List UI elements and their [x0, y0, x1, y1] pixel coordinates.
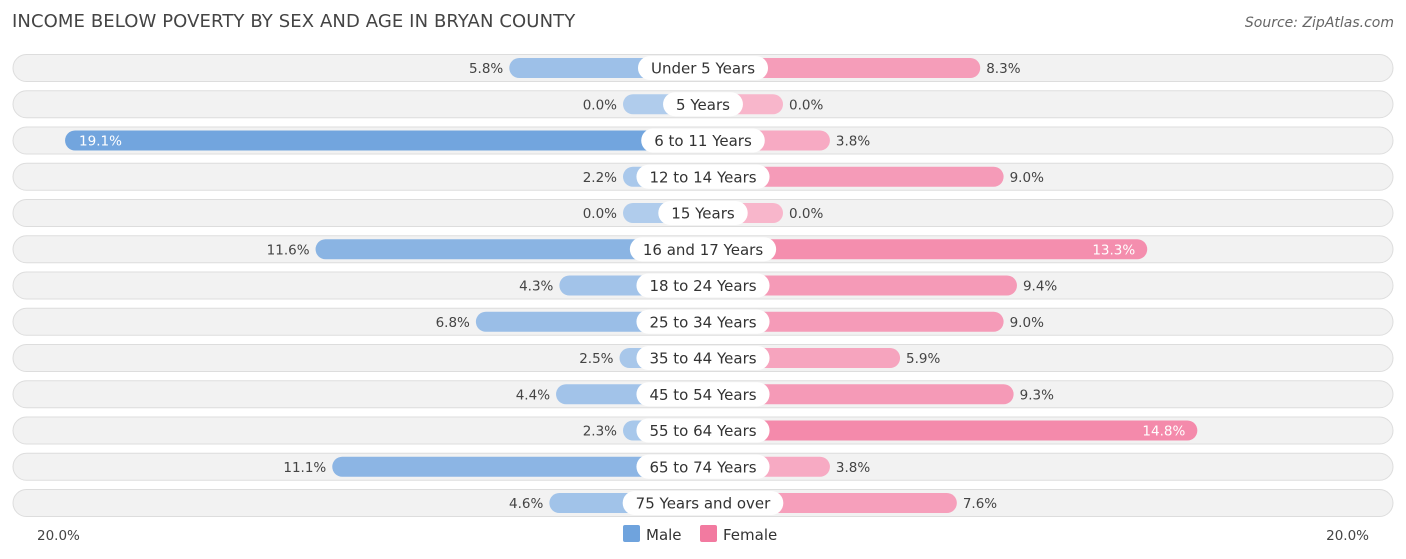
bar-female [703, 166, 1004, 187]
chart-source: Source: ZipAtlas.com [1244, 15, 1394, 31]
category-pill [663, 92, 743, 117]
category-label: 18 to 24 Years [649, 277, 756, 295]
bar-female [703, 420, 1198, 441]
value-label-male: 2.3% [583, 424, 617, 440]
chart-row: 2.2% 9.0% 12 to 14 Years [12, 162, 1394, 191]
category-label: 15 Years [671, 205, 735, 223]
chart-row: 4.6% 7.6% 75 Years and over [12, 489, 1394, 517]
chart-row: 4.3% 9.4% 18 to 24 Years [12, 271, 1394, 300]
category-label: 25 to 34 Years [649, 313, 756, 331]
category-pill [629, 237, 777, 262]
category-label: 55 to 64 Years [649, 422, 756, 440]
chart-row: 11.1% 3.8% 65 to 74 Years [12, 452, 1394, 481]
category-pill [636, 454, 770, 479]
value-label-male: 4.3% [519, 279, 553, 295]
value-label-female: 9.3% [1020, 387, 1054, 403]
category-label: 12 to 14 Years [649, 168, 756, 186]
category-label: Under 5 Years [651, 60, 755, 78]
category-pill [636, 309, 770, 334]
value-label-male: 2.2% [583, 170, 617, 186]
category-pill [636, 382, 770, 407]
chart-row: 4.4% 9.3% 45 to 54 Years [12, 380, 1394, 409]
category-label: 5 Years [676, 96, 730, 114]
bar-male [315, 239, 703, 260]
value-label-female: 14.8% [1142, 424, 1185, 440]
legend-label-male: Male [646, 526, 682, 544]
bar-female [703, 275, 1017, 296]
category-pill [658, 201, 748, 225]
value-label-female: 5.9% [906, 351, 940, 367]
value-label-female: 0.0% [789, 206, 823, 222]
chart-row: 0.0% 0.0% 15 Years [12, 199, 1394, 227]
value-label-female: 9.0% [1010, 315, 1044, 331]
category-pill [636, 418, 770, 443]
chart-row: 11.6% 13.3% 16 and 17 Years [12, 235, 1394, 264]
category-pill [622, 491, 784, 515]
category-pill [636, 346, 770, 370]
value-label-female: 9.4% [1023, 279, 1057, 295]
legend-label-female: Female [723, 526, 777, 544]
category-pill [637, 56, 769, 80]
value-label-female: 0.0% [789, 97, 823, 113]
category-label: 45 to 54 Years [649, 386, 756, 404]
category-pill [641, 128, 765, 153]
value-label-female: 7.6% [963, 496, 997, 512]
category-label: 35 to 44 Years [649, 350, 756, 368]
value-label-male: 0.0% [583, 97, 617, 113]
chart-row: 5.8% 8.3% Under 5 Years [12, 54, 1394, 82]
value-label-male: 5.8% [469, 61, 503, 77]
category-pill [636, 164, 770, 189]
chart-row: 0.0% 0.0% 5 Years [12, 90, 1394, 119]
axis-label-left: 20.0% [37, 528, 80, 544]
category-pill [636, 273, 770, 298]
bar-male [332, 456, 703, 477]
value-label-male: 4.6% [509, 496, 543, 512]
chart-row: 2.3% 14.8% 55 to 64 Years [12, 416, 1394, 445]
value-label-male: 0.0% [583, 206, 617, 222]
category-label: 16 and 17 Years [643, 241, 763, 259]
value-label-male: 19.1% [79, 134, 122, 150]
category-label: 6 to 11 Years [654, 132, 752, 150]
value-label-female: 8.3% [986, 61, 1020, 77]
bar-male [65, 130, 703, 151]
category-label: 75 Years and over [636, 495, 771, 513]
axis-label-right: 20.0% [1326, 528, 1369, 544]
value-label-male: 11.1% [283, 460, 326, 476]
value-label-female: 3.8% [836, 134, 870, 150]
chart-row: 19.1% 3.8% 6 to 11 Years [12, 126, 1394, 155]
legend: Male Female [623, 525, 777, 544]
chart-row: 6.8% 9.0% 25 to 34 Years [12, 307, 1394, 336]
value-label-male: 6.8% [436, 315, 470, 331]
category-label: 65 to 74 Years [649, 458, 756, 476]
bar-female [703, 58, 981, 78]
legend-swatch-male [623, 525, 640, 542]
chart-row: 2.5% 5.9% 35 to 44 Years [12, 344, 1394, 372]
value-label-female: 3.8% [836, 460, 870, 476]
bar-female [703, 239, 1148, 260]
bar-female [703, 311, 1004, 332]
legend-swatch-female [700, 525, 717, 542]
value-label-male: 4.4% [516, 387, 550, 403]
bar-female [703, 384, 1014, 405]
value-label-female: 13.3% [1092, 242, 1135, 258]
chart-title: INCOME BELOW POVERTY BY SEX AND AGE IN B… [12, 11, 576, 32]
value-label-male: 11.6% [267, 242, 310, 258]
value-label-male: 2.5% [579, 351, 613, 367]
value-label-female: 9.0% [1010, 170, 1044, 186]
